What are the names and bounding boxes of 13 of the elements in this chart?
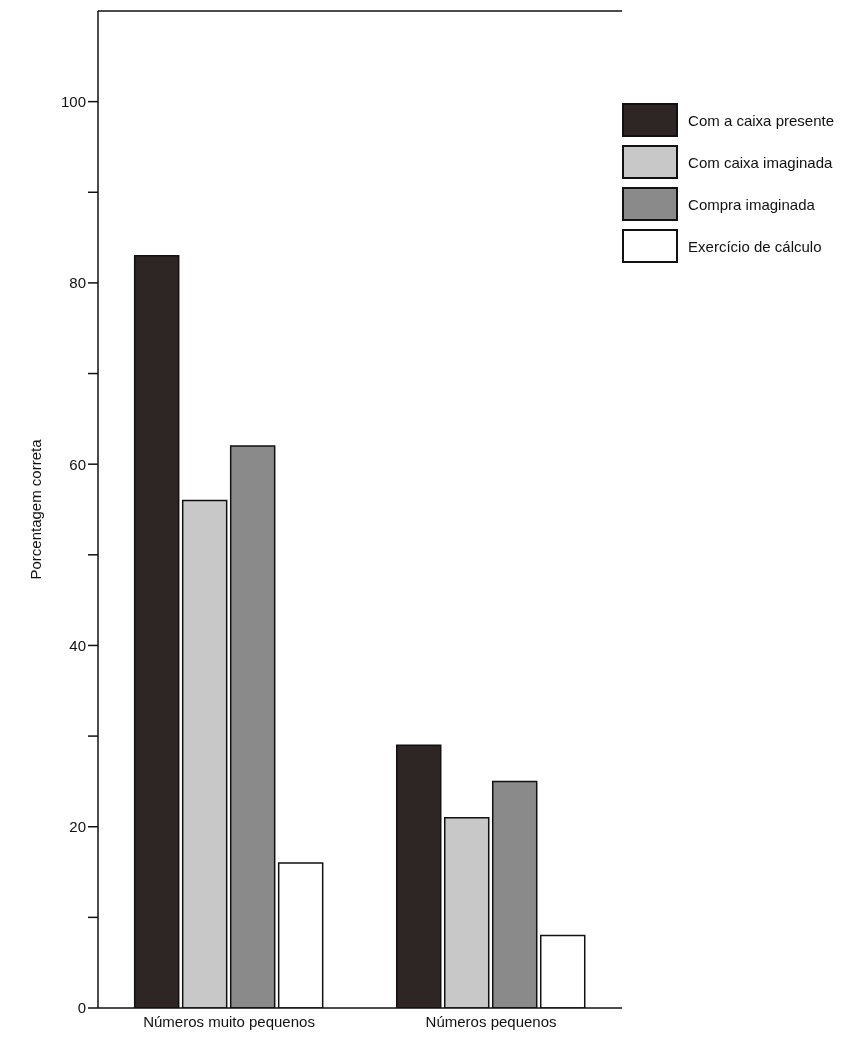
legend-label: Com a caixa presente bbox=[688, 111, 834, 129]
y-tick-label: 20 bbox=[69, 818, 86, 836]
legend-label: Compra imaginada bbox=[688, 195, 815, 213]
y-tick-label: 40 bbox=[69, 636, 86, 654]
legend-label: Com caixa imaginada bbox=[688, 153, 833, 171]
y-axis-title: Porcentagem correta bbox=[27, 438, 45, 580]
y-tick-label: 60 bbox=[69, 455, 86, 473]
legend-label: Exercício de cálculo bbox=[688, 237, 822, 255]
x-tick-label: Números pequenos bbox=[425, 1012, 557, 1030]
y-tick-label: 80 bbox=[69, 274, 86, 292]
y-tick-label: 100 bbox=[60, 92, 86, 110]
y-tick-label: 0 bbox=[77, 999, 86, 1017]
x-tick-label: Números muito pequenos bbox=[143, 1012, 315, 1030]
